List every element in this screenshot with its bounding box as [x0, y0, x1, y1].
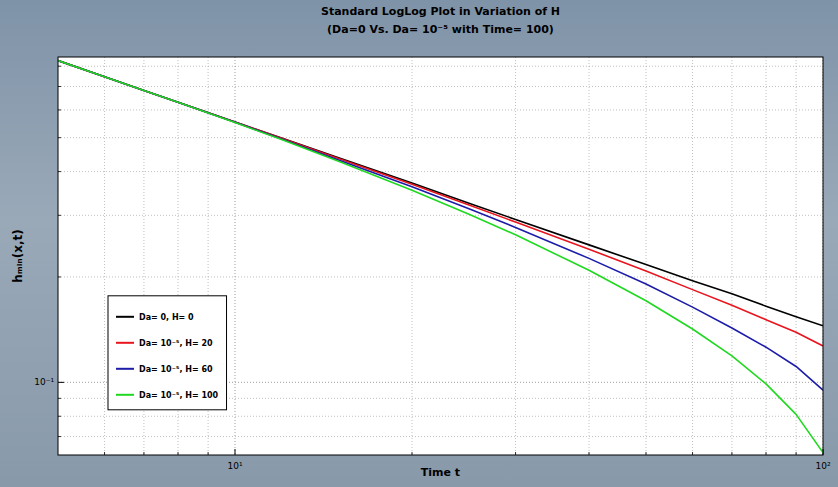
series-group	[58, 61, 823, 453]
subtitle: (Da=0 Vs. Da= 10⁻⁵ with Time= 100)	[327, 23, 554, 36]
legend-swatch	[116, 342, 134, 344]
legend-swatch	[116, 394, 134, 396]
minor-grid-x	[796, 57, 797, 455]
minor-grid-x	[515, 57, 516, 455]
minor-grid-x	[731, 57, 732, 455]
minor-grid-y	[58, 137, 823, 138]
title: Standard LogLog Plot in Variation of H	[321, 5, 560, 18]
plot-frame	[58, 57, 823, 455]
legend-label: Da= 10⁻⁵, H= 20	[139, 339, 213, 348]
grid	[58, 57, 823, 455]
grid-x	[235, 57, 236, 455]
legend-label: Da= 10⁻⁵, H= 100	[139, 391, 219, 400]
minor-grid-y	[58, 171, 823, 172]
minor-grid-y	[58, 215, 823, 216]
x-tick-label: 10¹	[227, 461, 242, 471]
legend-swatch	[116, 368, 134, 370]
minor-grid-x	[104, 57, 105, 455]
x-tick-label: 10²	[815, 461, 830, 471]
minor-grid-y	[58, 86, 823, 87]
minor-grid-y	[58, 436, 823, 437]
minor-grid-x	[589, 57, 590, 455]
minor-grid-y	[58, 416, 823, 417]
chart: 10¹ 10² 10⁻¹ Standard LogLog Plot in Variat…	[0, 0, 838, 487]
minor-grid-x	[412, 57, 413, 455]
minor-grid-x	[645, 57, 646, 455]
minor-grid-x	[766, 57, 767, 455]
tick-y	[58, 382, 64, 383]
minor-grid-x	[692, 57, 693, 455]
series-line	[58, 61, 823, 453]
legend-swatch	[116, 316, 134, 318]
legend-label: Da= 0, H= 0	[139, 313, 194, 322]
tick-x	[235, 449, 236, 455]
legend-box	[108, 296, 227, 410]
minor-grid-y	[58, 109, 823, 110]
minor-grid-y	[58, 66, 823, 67]
minor-grid-y	[58, 276, 823, 277]
y-tick-label: 10⁻¹	[34, 377, 54, 387]
x-axis-title: Time t	[421, 466, 460, 479]
y-axis-title: hₘᵢₙ(x,t)	[11, 229, 25, 283]
plot-area	[58, 57, 823, 455]
legend-label: Da= 10⁻⁵, H= 60	[139, 365, 213, 374]
legend: Da= 0, H= 0 Da= 10⁻⁵, H= 20 Da= 10⁻⁵, H= 6…	[108, 296, 227, 410]
